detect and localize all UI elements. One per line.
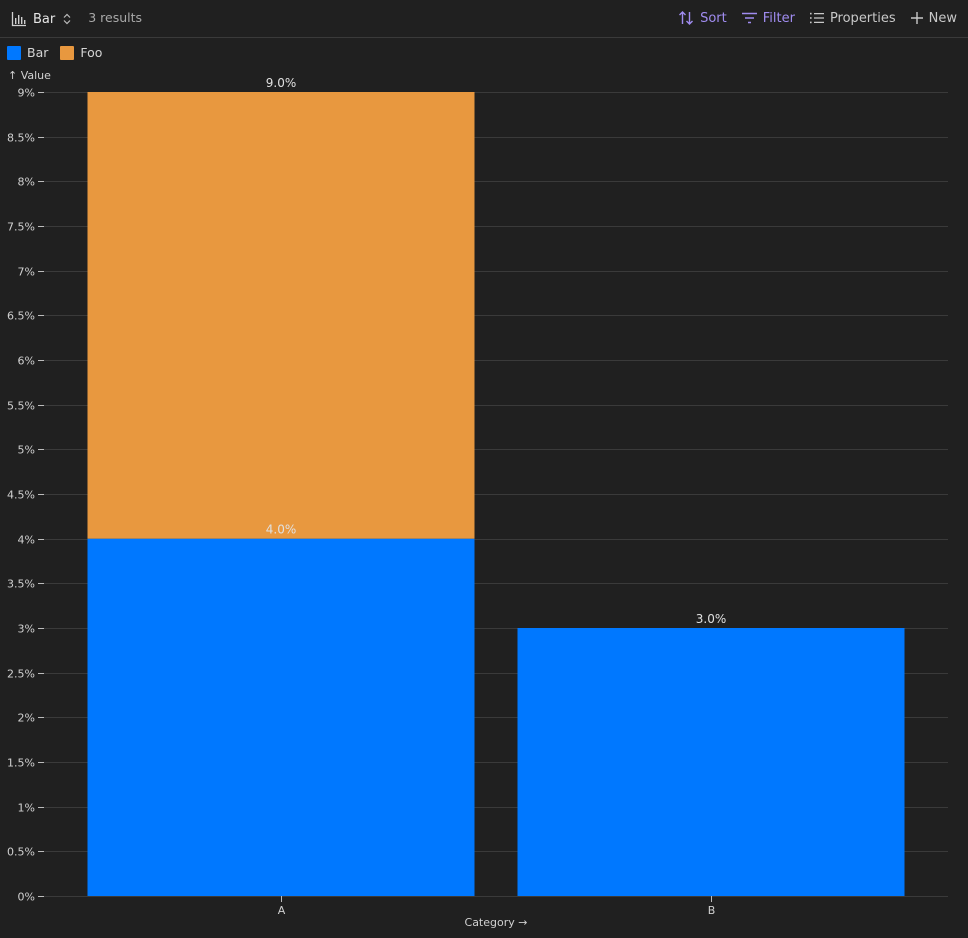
chevron-updown-icon [63,13,71,25]
legend-swatch-bar [7,45,21,60]
toolbar-left: Bar 3 results [11,0,142,38]
y-tick-label: 5.5% [7,400,35,413]
properties-button[interactable]: Properties [809,11,896,26]
legend-item-bar[interactable]: Bar [7,45,48,60]
properties-icon [809,12,824,24]
sort-icon [679,11,694,25]
properties-label: Properties [829,10,896,26]
data-label: 9.0% [266,76,297,90]
new-button[interactable]: New [910,11,957,26]
y-tick-label: 0% [18,891,35,904]
y-tick-label: 2% [18,712,35,725]
y-tick-label: 3.5% [7,578,35,591]
y-tick-label: 4.5% [7,489,35,502]
view-switcher[interactable]: Bar [11,11,71,27]
sort-button[interactable]: Sort [678,10,727,26]
y-tick-label: 2.5% [7,668,35,681]
toolbar-right: Sort Filter Properties New [664,0,957,36]
y-tick-label: 8.5% [7,132,35,145]
data-label: 3.0% [696,612,727,626]
filter-label: Filter [762,10,795,26]
y-tick-label: 3% [18,623,35,636]
data-label: 4.0% [266,523,297,537]
bar-chart-icon [11,12,26,27]
filter-icon [741,12,757,24]
y-tick-label: 9% [18,87,35,100]
y-tick-label: 6.5% [7,310,35,323]
legend-swatch-foo [60,45,75,60]
y-tick-label: 8% [18,176,35,189]
plus-icon [910,12,923,24]
x-axis-label: Category → [465,916,528,929]
y-axis-label: ↑ Value [8,69,51,82]
sort-label: Sort [700,10,727,26]
new-label: New [928,10,957,26]
view-name: Bar [33,11,56,27]
legend-label-foo: Foo [80,45,103,60]
bar-segment [517,628,905,896]
x-tick-label: B [708,904,716,917]
legend-item-foo[interactable]: Foo [60,45,102,60]
y-tick-label: 4% [18,534,35,547]
y-tick-label: 7% [18,266,35,279]
bar-segment [87,92,475,539]
x-tick-label: A [278,904,286,917]
y-tick-label: 6% [18,355,35,368]
chart-legend: Bar Foo [7,45,114,60]
legend-label-bar: Bar [27,45,49,60]
y-tick-label: 1% [18,802,35,815]
toolbar: Bar 3 results Sort Filter [0,0,968,38]
y-tick-label: 5% [18,444,35,457]
y-tick-label: 7.5% [7,221,35,234]
filter-button[interactable]: Filter [741,11,795,26]
bar-segment [87,538,475,896]
y-tick-label: 1.5% [7,757,35,770]
results-count: 3 results [88,9,143,25]
y-tick-label: 0.5% [7,846,35,859]
